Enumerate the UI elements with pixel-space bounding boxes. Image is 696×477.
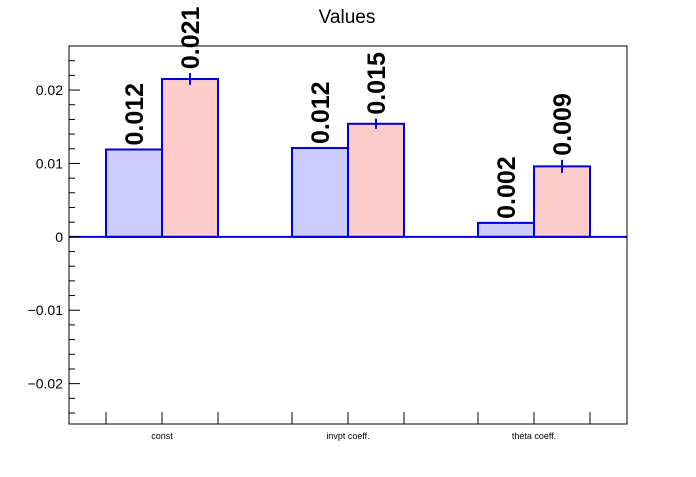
bar-series2-0 [161,78,219,238]
y-tick-label: −0.01 [28,302,64,318]
y-tick-label: 0 [55,229,63,245]
y-tick-label: −0.02 [28,376,64,392]
value-label-series1-0: 0.012 [121,83,149,146]
bar-series2-2 [533,165,591,238]
value-label-series2-0: 0.021 [177,7,205,70]
value-labels-layer: 0.012 0.012 0.002 0.021 0.015 0.009 [121,7,577,219]
value-label-series1-1: 0.012 [307,81,335,144]
bars-layer [105,73,591,238]
axes-layer: −0.02 −0.01 0 0.01 0.02 const invpt coeff. thet… [28,45,628,441]
x-category-label: const [151,431,173,441]
value-label-series2-2: 0.009 [549,93,577,156]
bar-series1-1 [291,147,349,238]
y-tick-label: 0.02 [36,82,63,98]
value-label-series2-1: 0.015 [363,52,391,115]
bar-series2-1 [347,122,405,238]
value-label-series1-2: 0.002 [493,156,521,219]
chart-title: Values [319,7,376,28]
y-tick-label: 0.01 [36,155,63,171]
x-category-label: theta coeff. [512,431,556,441]
bar-series1-0 [105,148,163,238]
bar-series1-2 [477,221,535,238]
x-category-label: invpt coeff. [326,431,369,441]
